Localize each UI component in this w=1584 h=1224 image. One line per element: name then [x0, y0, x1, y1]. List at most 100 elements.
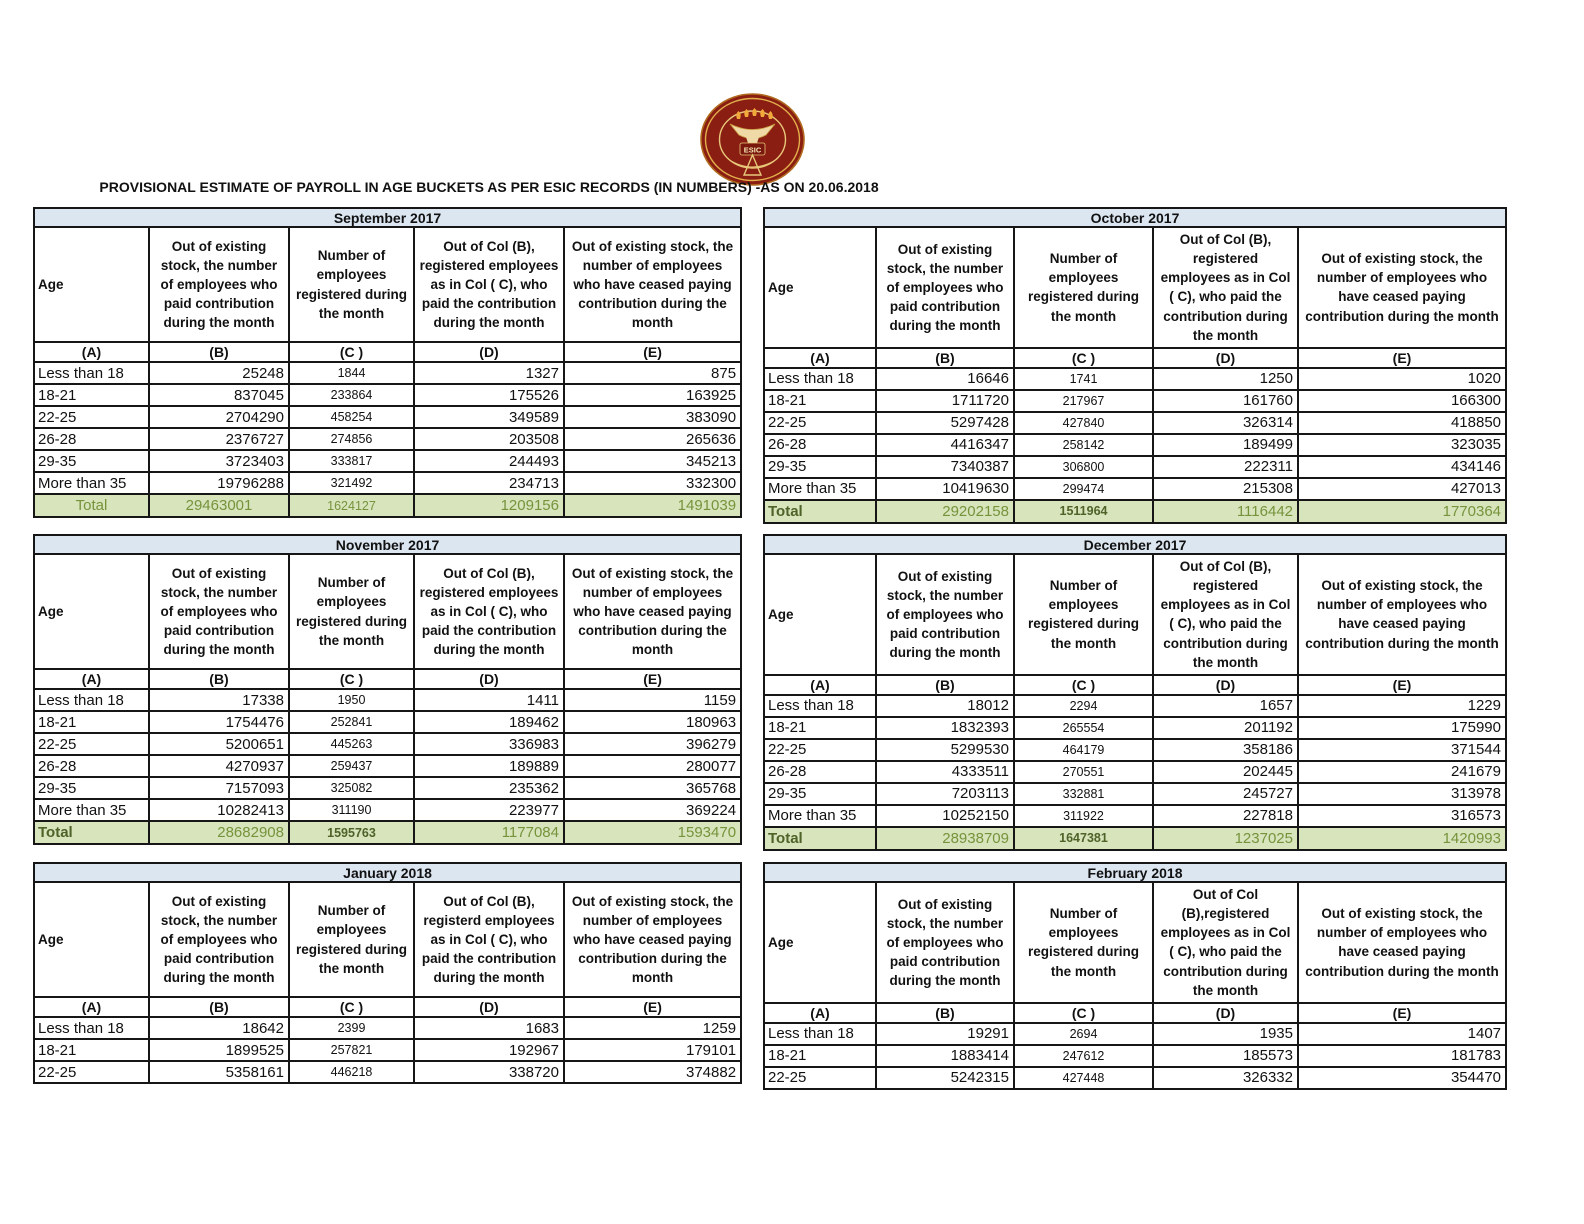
value-cell: 259437 [288, 754, 415, 778]
age-bucket-label: 18-21 [763, 1043, 877, 1068]
value-cell: 1647381 [1013, 825, 1154, 851]
value-cell: 274856 [288, 427, 415, 451]
column-letter: (C ) [1013, 1001, 1154, 1024]
value-cell: 427013 [1296, 476, 1508, 501]
value-cell: 369224 [562, 798, 743, 822]
value-cell: 1209156 [413, 493, 565, 518]
table-row: 29-35 7157093 325082 235362 365768 [33, 776, 743, 800]
age-bucket-label: 22-25 [33, 405, 150, 429]
column-header-registered-paid: Out of Col (B), registerd employees as i… [413, 881, 565, 998]
value-cell: 17338 [148, 688, 290, 712]
column-letter: (C ) [288, 996, 415, 1018]
month-header: October 2017 [762, 207, 1508, 228]
age-bucket-label: 22-25 [33, 1060, 150, 1084]
value-cell: 233864 [288, 383, 415, 407]
table-row: 22-25 5200651 445263 336983 396279 [33, 732, 743, 756]
value-cell: 325082 [288, 776, 415, 800]
column-header-registered-paid: Out of Col (B), registered employees as … [413, 226, 565, 343]
table-row: Less than 18 19291 2694 1935 1407 [763, 1021, 1508, 1046]
column-header-registered: Number of employees registered during th… [288, 881, 415, 998]
column-header-ceased: Out of existing stock, the number of emp… [1296, 226, 1508, 349]
column-header-ceased: Out of existing stock, the number of emp… [562, 553, 743, 670]
value-cell: 1259 [562, 1016, 743, 1040]
value-cell: 234713 [413, 471, 565, 495]
value-cell: 280077 [562, 754, 743, 778]
value-cell: 354470 [1296, 1065, 1508, 1090]
month-header: January 2018 [32, 862, 743, 883]
age-bucket-label: 22-25 [763, 1065, 877, 1090]
table-row: 18-21 1754476 252841 189462 180963 [33, 710, 743, 734]
column-letter: (D) [413, 996, 565, 1018]
value-cell: 1741 [1013, 366, 1154, 391]
table-september-2017: September 2017 Age Out of existing stock… [32, 207, 743, 518]
value-cell: 1844 [288, 361, 415, 385]
value-cell: 202445 [1152, 759, 1299, 784]
column-letter: (B) [875, 673, 1015, 696]
value-cell: 3723403 [148, 449, 290, 473]
value-cell: 28682908 [148, 820, 290, 845]
value-cell: 163925 [562, 383, 743, 407]
column-letter: (B) [148, 996, 290, 1018]
value-cell: 217967 [1013, 388, 1154, 413]
value-cell: 333817 [288, 449, 415, 473]
column-header-paid-contribution: Out of existing stock, the number of emp… [875, 881, 1015, 1004]
table-row: 29-35 3723403 333817 244493 345213 [33, 449, 743, 473]
column-letter: (D) [1152, 346, 1299, 369]
column-letter: (E) [1296, 1001, 1508, 1024]
value-cell: 5242315 [875, 1065, 1015, 1090]
value-cell: 1511964 [1013, 498, 1154, 524]
value-cell: 5299530 [875, 737, 1015, 762]
table-row: 18-21 1711720 217967 161760 166300 [763, 388, 1508, 413]
age-bucket-label: Less than 18 [33, 688, 150, 712]
value-cell: 1595763 [288, 820, 415, 845]
value-cell: 1935 [1152, 1021, 1299, 1046]
column-letter: (E) [1297, 673, 1507, 696]
value-cell: 1159 [562, 688, 743, 712]
column-header-paid-contribution: Out of existing stock, the number of emp… [148, 881, 290, 998]
value-cell: 29463001 [148, 493, 290, 518]
value-cell: 189462 [413, 710, 565, 734]
value-cell: 5358161 [148, 1060, 290, 1084]
value-cell: 241679 [1297, 759, 1507, 784]
value-cell: 7340387 [875, 454, 1015, 479]
total-row: Total 29202158 1511964 1116442 1770364 [763, 498, 1508, 524]
age-bucket-label: More than 35 [33, 798, 150, 822]
value-cell: 166300 [1296, 388, 1508, 413]
column-letter: (C ) [1013, 346, 1154, 369]
value-cell: 326332 [1152, 1065, 1299, 1090]
column-letter: (D) [413, 341, 565, 363]
month-header: February 2018 [762, 862, 1508, 883]
value-cell: 4270937 [148, 754, 290, 778]
value-cell: 2294 [1013, 693, 1154, 718]
value-cell: 203508 [413, 427, 565, 451]
value-cell: 10252150 [875, 803, 1015, 828]
value-cell: 1407 [1296, 1021, 1508, 1046]
table-row: 18-21 1883414 247612 185573 181783 [763, 1043, 1508, 1068]
value-cell: 1229 [1297, 693, 1507, 718]
value-cell: 19796288 [148, 471, 290, 495]
age-bucket-label: 29-35 [763, 454, 877, 479]
value-cell: 10419630 [875, 476, 1015, 501]
value-cell: 371544 [1297, 737, 1507, 762]
age-bucket-label: 18-21 [33, 710, 150, 734]
column-header-ceased: Out of existing stock, the number of emp… [562, 881, 743, 998]
column-header-paid-contribution: Out of existing stock, the number of emp… [148, 226, 290, 343]
age-bucket-label: Less than 18 [763, 693, 877, 718]
table-row: 26-28 4270937 259437 189889 280077 [33, 754, 743, 778]
table-row: 29-35 7203113 332881 245727 313978 [763, 781, 1507, 806]
value-cell: 5200651 [148, 732, 290, 756]
age-bucket-label: Less than 18 [33, 361, 150, 385]
age-bucket-label: 22-25 [33, 732, 150, 756]
value-cell: 2694 [1013, 1021, 1154, 1046]
value-cell: 316573 [1297, 803, 1507, 828]
table-row: More than 35 10419630 299474 215308 427013 [763, 476, 1508, 501]
column-letter: (E) [562, 341, 743, 363]
value-cell: 313978 [1297, 781, 1507, 806]
table-row: 18-21 1832393 265554 201192 175990 [763, 715, 1507, 740]
table-row: Less than 18 16646 1741 1250 1020 [763, 366, 1508, 391]
value-cell: 175990 [1297, 715, 1507, 740]
value-cell: 365768 [562, 776, 743, 800]
value-cell: 179101 [562, 1038, 743, 1062]
value-cell: 1950 [288, 688, 415, 712]
value-cell: 223977 [413, 798, 565, 822]
